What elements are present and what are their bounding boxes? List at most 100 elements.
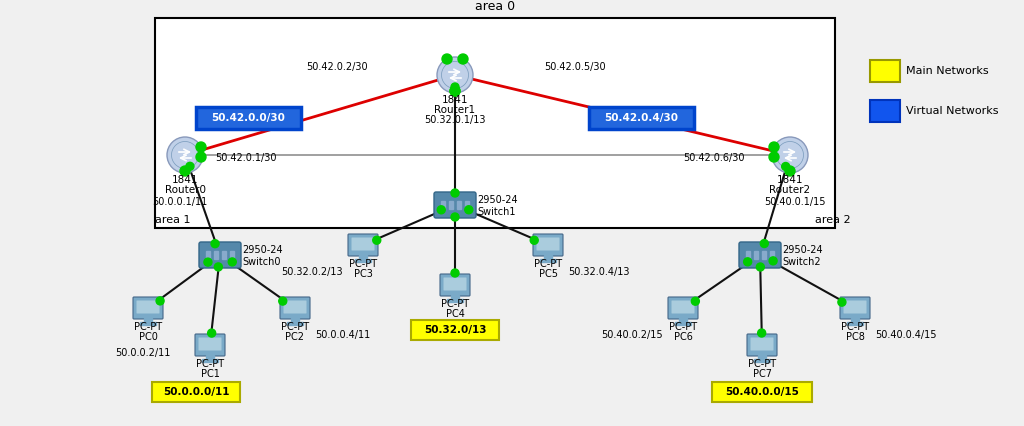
Bar <box>206 251 210 259</box>
Text: area 0: area 0 <box>475 0 515 13</box>
Text: 50.32.0.3/13: 50.32.0.3/13 <box>424 325 485 335</box>
Bar <box>851 318 859 322</box>
Text: PC-PT: PC-PT <box>196 359 224 369</box>
Bar <box>770 251 774 259</box>
Bar <box>144 318 152 322</box>
FancyBboxPatch shape <box>196 107 300 129</box>
Circle shape <box>450 86 460 96</box>
FancyBboxPatch shape <box>668 297 698 319</box>
Text: PC6: PC6 <box>674 332 692 342</box>
Text: Virtual Networks: Virtual Networks <box>906 106 998 116</box>
Bar <box>155 18 835 228</box>
Bar <box>754 251 758 259</box>
Text: 50.40.0.1/15: 50.40.0.1/15 <box>764 197 825 207</box>
Circle shape <box>437 57 473 93</box>
Circle shape <box>838 298 846 306</box>
Bar <box>544 255 552 259</box>
FancyBboxPatch shape <box>870 60 900 82</box>
Text: Switch1: Switch1 <box>477 207 515 217</box>
FancyBboxPatch shape <box>152 382 240 402</box>
Bar <box>230 251 234 259</box>
Text: PC1: PC1 <box>201 369 219 379</box>
Circle shape <box>530 236 539 244</box>
Circle shape <box>465 206 473 214</box>
Text: 50.0.0.4/11: 50.0.0.4/11 <box>315 330 371 340</box>
Circle shape <box>279 297 287 305</box>
Circle shape <box>437 206 445 214</box>
Bar <box>287 322 303 325</box>
Text: Switch0: Switch0 <box>242 257 281 267</box>
Bar <box>449 201 453 209</box>
FancyBboxPatch shape <box>199 242 241 268</box>
Text: PC3: PC3 <box>353 269 373 279</box>
Text: 50.32.0.1/13: 50.32.0.1/13 <box>424 115 485 125</box>
Text: 50.40.0.2/15: 50.40.0.2/15 <box>601 330 663 340</box>
Text: Main Networks: Main Networks <box>906 66 988 76</box>
Circle shape <box>208 329 216 337</box>
Circle shape <box>156 297 164 305</box>
FancyBboxPatch shape <box>746 334 777 356</box>
Bar <box>206 355 214 359</box>
FancyBboxPatch shape <box>434 192 476 218</box>
Text: 50.42.0.4/30: 50.42.0.4/30 <box>604 113 678 123</box>
FancyBboxPatch shape <box>844 300 866 314</box>
FancyBboxPatch shape <box>840 297 870 319</box>
Circle shape <box>196 152 206 162</box>
FancyBboxPatch shape <box>537 238 559 250</box>
Circle shape <box>769 142 779 152</box>
Text: 50.32.0.2/13: 50.32.0.2/13 <box>282 267 343 277</box>
Text: 50.32.0.4/13: 50.32.0.4/13 <box>568 267 630 277</box>
Circle shape <box>785 166 795 176</box>
Bar <box>359 255 367 259</box>
FancyBboxPatch shape <box>348 234 378 256</box>
Text: PC-PT: PC-PT <box>534 259 562 269</box>
Circle shape <box>196 142 206 152</box>
Circle shape <box>214 263 222 271</box>
Text: area 1: area 1 <box>155 215 190 225</box>
Text: PC0: PC0 <box>138 332 158 342</box>
Circle shape <box>781 162 790 170</box>
FancyBboxPatch shape <box>351 238 375 250</box>
Text: PC-PT: PC-PT <box>841 322 869 332</box>
Circle shape <box>743 258 752 266</box>
Text: 50.42.0.6/30: 50.42.0.6/30 <box>683 153 745 163</box>
Text: PC8: PC8 <box>846 332 864 342</box>
FancyBboxPatch shape <box>195 334 225 356</box>
Bar <box>758 355 766 359</box>
Circle shape <box>769 152 779 162</box>
Text: 2950-24: 2950-24 <box>242 245 283 255</box>
Text: 50.42.0.5/30: 50.42.0.5/30 <box>544 62 605 72</box>
FancyBboxPatch shape <box>589 107 693 129</box>
Circle shape <box>757 263 764 271</box>
Bar <box>447 299 463 302</box>
FancyBboxPatch shape <box>672 300 694 314</box>
Text: 50.0.0.0/11: 50.0.0.0/11 <box>163 387 229 397</box>
Circle shape <box>458 54 468 64</box>
Text: 50.0.0.2/11: 50.0.0.2/11 <box>116 348 171 358</box>
Text: PC-PT: PC-PT <box>281 322 309 332</box>
Bar <box>291 318 299 322</box>
Text: 1841: 1841 <box>777 175 803 185</box>
Circle shape <box>204 258 212 266</box>
FancyBboxPatch shape <box>136 300 160 314</box>
Circle shape <box>758 329 766 337</box>
Text: Switch2: Switch2 <box>782 257 820 267</box>
Circle shape <box>451 189 459 197</box>
Bar <box>754 359 770 362</box>
Bar <box>675 322 691 325</box>
Text: 50.42.0.0/30: 50.42.0.0/30 <box>211 113 285 123</box>
Circle shape <box>228 258 237 266</box>
FancyBboxPatch shape <box>712 382 812 402</box>
FancyBboxPatch shape <box>284 300 306 314</box>
Text: PC7: PC7 <box>753 369 771 379</box>
Bar <box>451 295 459 299</box>
Text: 2950-24: 2950-24 <box>782 245 822 255</box>
Text: PC-PT: PC-PT <box>669 322 697 332</box>
Circle shape <box>769 257 777 265</box>
Circle shape <box>442 54 452 64</box>
Text: 50.32.0/13: 50.32.0/13 <box>424 325 486 335</box>
Bar <box>746 251 750 259</box>
FancyBboxPatch shape <box>411 320 499 340</box>
Circle shape <box>451 269 459 277</box>
Bar <box>355 259 371 262</box>
